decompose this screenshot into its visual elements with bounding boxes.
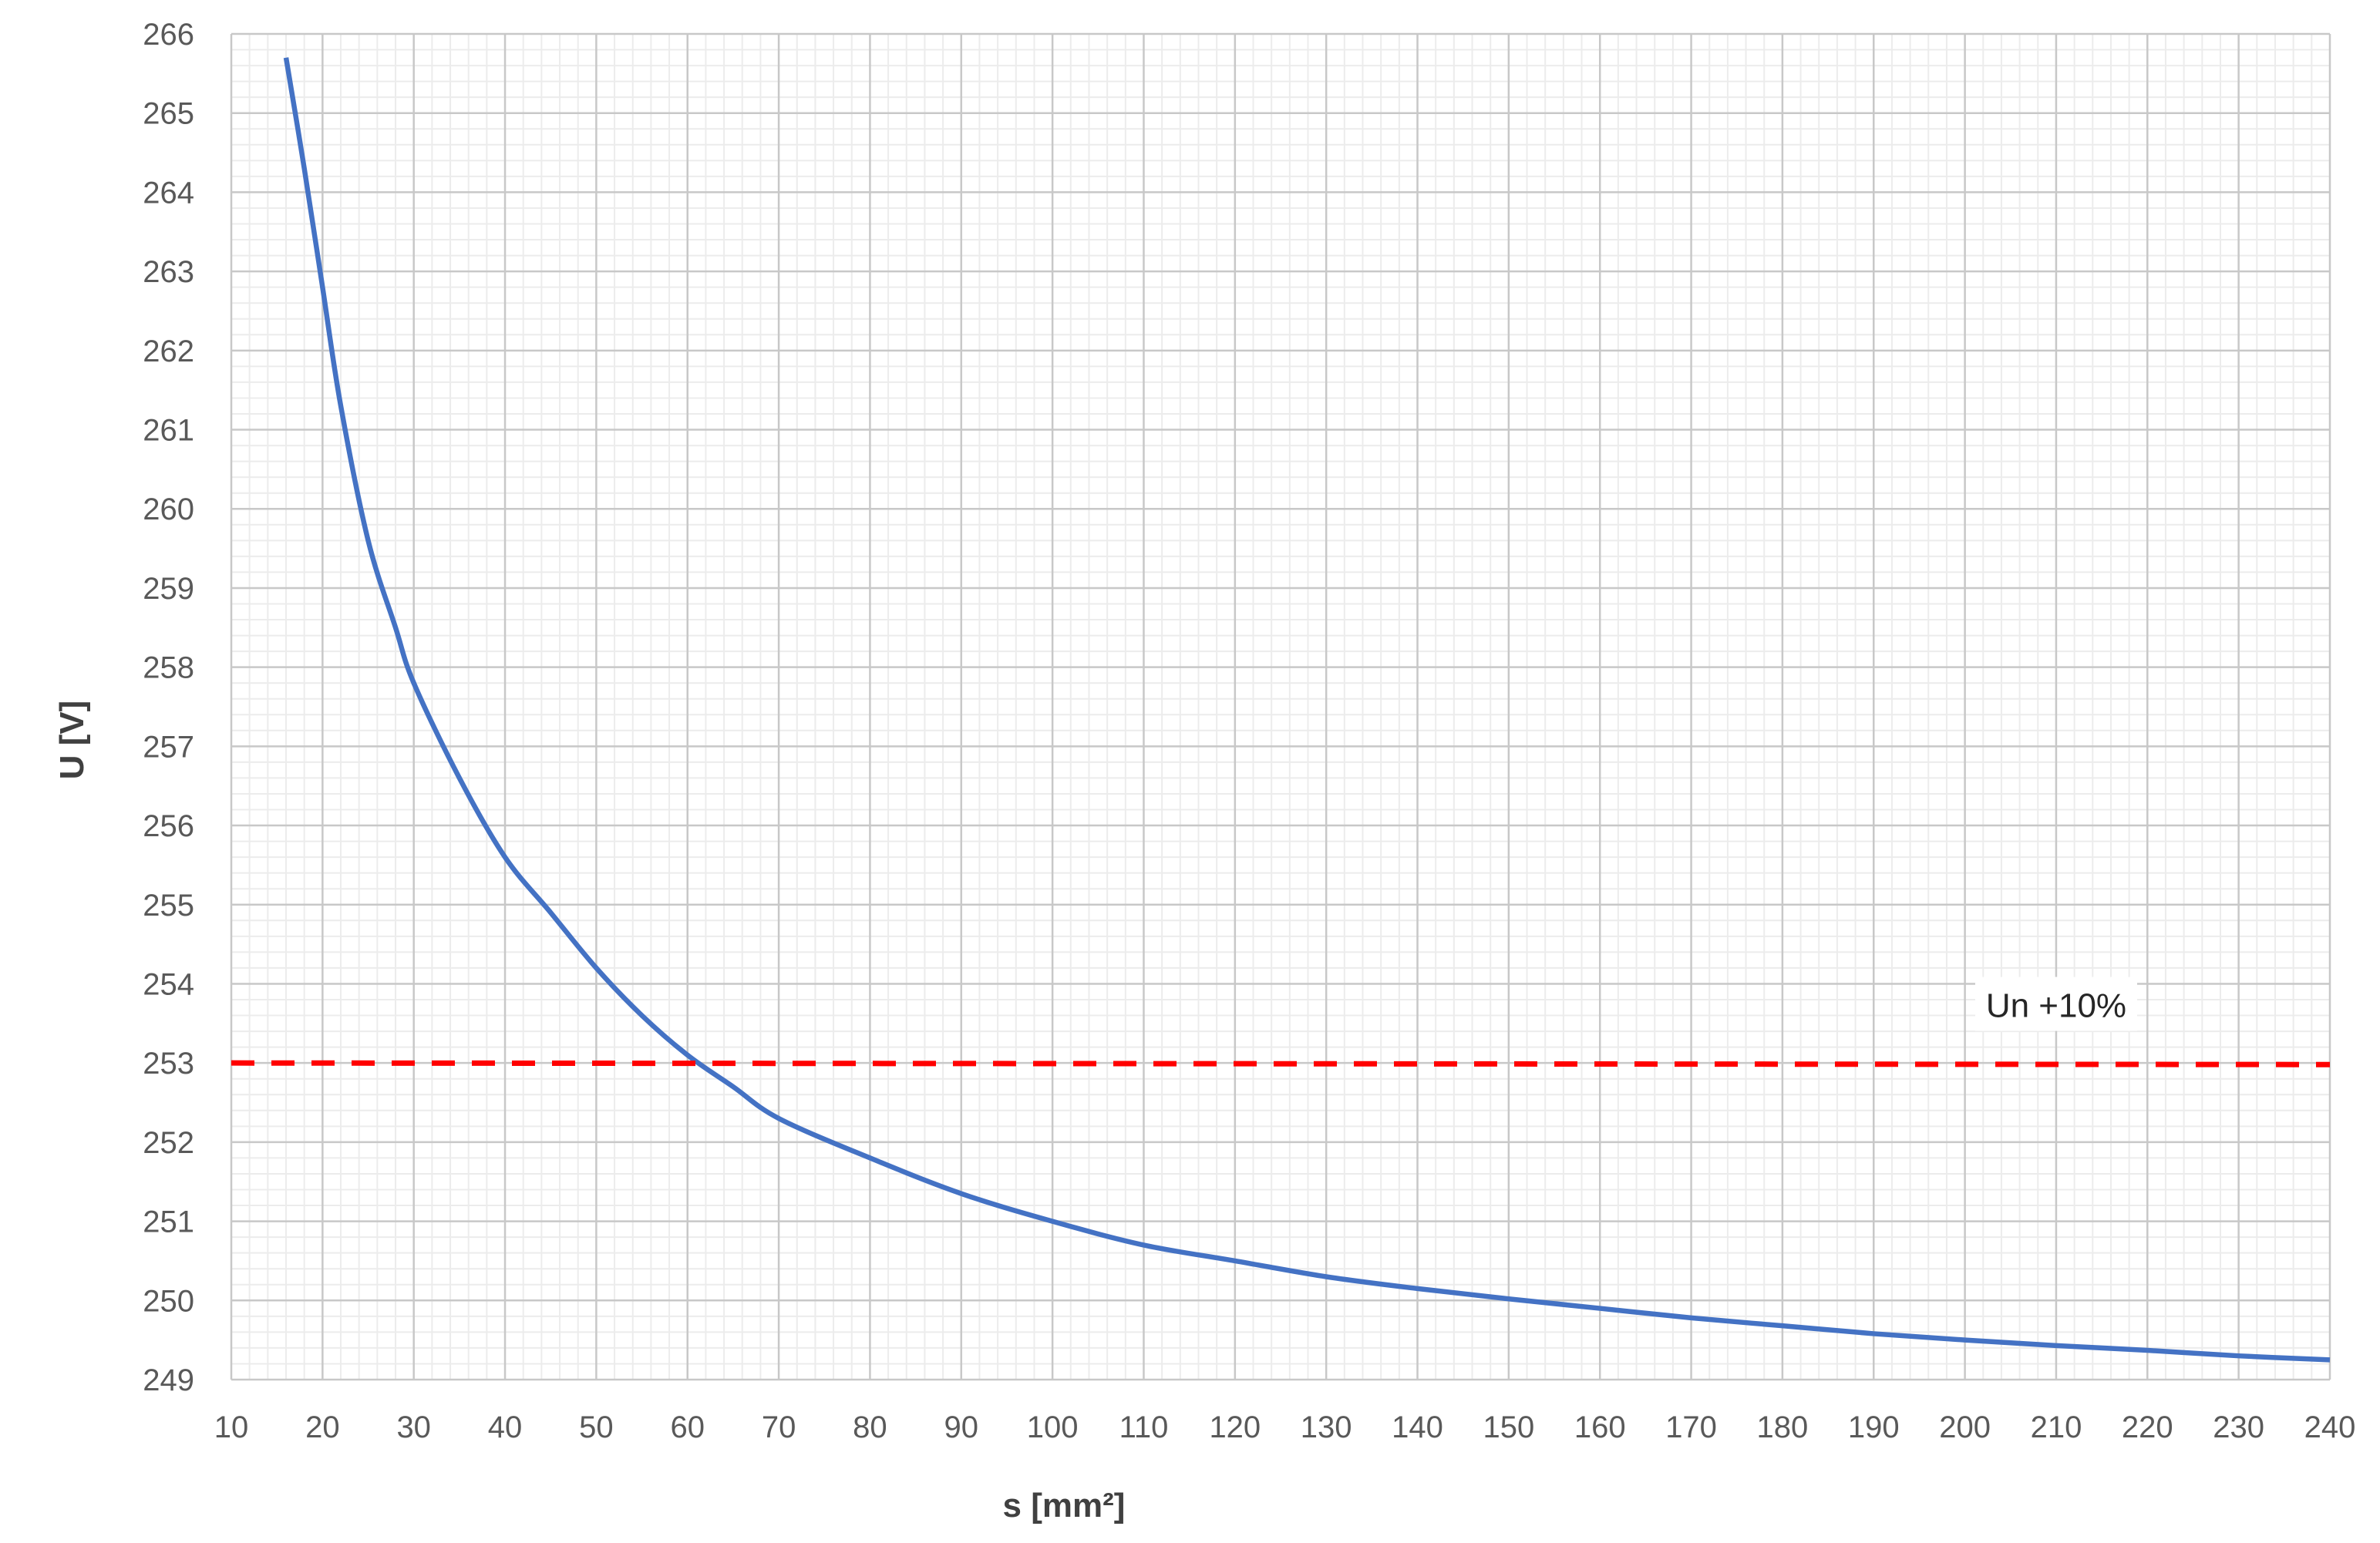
annotation-background	[1974, 977, 2137, 1031]
y-tick-label: 263	[143, 255, 194, 289]
x-tick-label: 70	[762, 1410, 796, 1444]
x-tick-label: 60	[670, 1410, 705, 1444]
x-tick-label: 140	[1392, 1410, 1443, 1444]
minor-grid	[231, 34, 2330, 1380]
threshold-line	[231, 1060, 2331, 1067]
y-tick-label: 251	[143, 1205, 194, 1239]
y-tick-label: 253	[143, 1047, 194, 1081]
x-tick-label: 50	[579, 1410, 614, 1444]
y-tick-label: 256	[143, 809, 194, 843]
x-tick-label: 100	[1027, 1410, 1079, 1444]
series-layer	[231, 57, 2331, 1363]
annotation-label: Un +10%	[1986, 987, 2126, 1025]
voltage-curve	[283, 57, 2331, 1363]
y-tick-label: 259	[143, 572, 194, 606]
y-tick-label: 254	[143, 967, 194, 1001]
y-tick-label: 262	[143, 334, 194, 368]
x-tick-label: 90	[944, 1410, 979, 1444]
x-tick-label: 80	[853, 1410, 887, 1444]
plot-area	[231, 34, 2330, 1380]
x-tick-label: 170	[1665, 1410, 1717, 1444]
y-tick-label: 252	[143, 1126, 194, 1160]
x-tick-label: 230	[2213, 1410, 2264, 1444]
y-tick-label: 265	[143, 97, 194, 131]
y-tick-label: 258	[143, 651, 194, 685]
x-axis-title: s [mm²]	[1003, 1487, 1126, 1525]
x-tick-label: 190	[1848, 1410, 1900, 1444]
x-tick-label: 150	[1483, 1410, 1534, 1444]
x-tick-label: 180	[1757, 1410, 1809, 1444]
x-tick-label: 130	[1301, 1410, 1352, 1444]
x-tick-label: 120	[1209, 1410, 1261, 1444]
x-tick-label: 200	[1939, 1410, 1991, 1444]
y-tick-label: 255	[143, 889, 194, 923]
x-tick-label: 110	[1119, 1410, 1169, 1444]
y-tick-label: 261	[143, 414, 194, 448]
y-tick-label: 260	[143, 492, 194, 526]
x-tick-label: 40	[488, 1410, 523, 1444]
y-tick-label: 249	[143, 1363, 194, 1397]
x-tick-label: 20	[305, 1410, 340, 1444]
y-tick-labels: 249 250 251 252 253 254 255 256 257 258 259 260 261 2…	[143, 18, 194, 1397]
major-grid	[230, 32, 2331, 1381]
x-tick-label: 30	[396, 1410, 431, 1444]
annotation-layer: Un +10%	[1974, 977, 2137, 1031]
y-tick-label: 266	[143, 18, 194, 52]
y-tick-label: 250	[143, 1284, 194, 1318]
x-tick-labels: 10 20 30 40 50 60 70 80 90 100 110 120 130 140 150 160 1…	[214, 1410, 2356, 1444]
y-tick-label: 257	[143, 730, 194, 764]
y-axis-title: U [V]	[53, 701, 91, 780]
x-tick-label: 220	[2122, 1410, 2173, 1444]
x-tick-label: 10	[214, 1410, 249, 1444]
x-tick-label: 210	[2031, 1410, 2082, 1444]
x-tick-label: 240	[2304, 1410, 2356, 1444]
x-tick-label: 160	[1574, 1410, 1626, 1444]
y-tick-label: 264	[143, 176, 194, 210]
